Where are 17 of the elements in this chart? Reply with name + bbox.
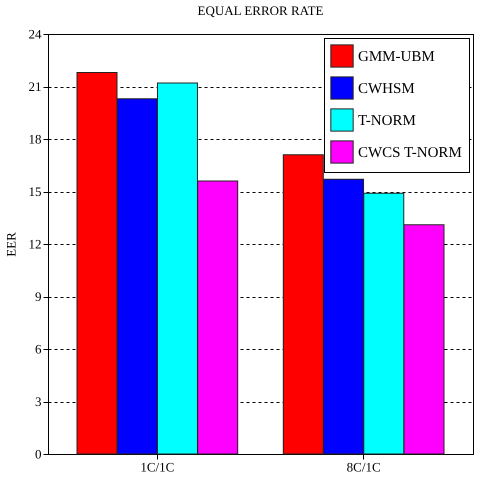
y-tick-label: 15 (28, 184, 42, 199)
y-tick-label: 21 (28, 79, 42, 94)
legend-label: T-NORM (358, 113, 416, 129)
x-tick-label: 1C/1C (140, 460, 174, 474)
legend-label: GMM-UBM (358, 49, 435, 65)
x-tick-label: 8C/1C (346, 460, 381, 474)
legend-label: CWCS T-NORM (358, 145, 462, 161)
y-tick-label: 6 (35, 342, 42, 356)
y-tick-label: 12 (28, 236, 42, 252)
y-tick-label: 9 (35, 289, 42, 304)
y-tick-label: 24 (28, 26, 42, 42)
chart-title: EQUAL ERROR RATE (198, 3, 324, 18)
y-tick-label: 0 (35, 446, 42, 462)
y-tick-label: 18 (28, 132, 42, 146)
legend-label: CWHSM (358, 81, 415, 97)
y-axis-title: EER (4, 232, 18, 257)
y-tick-label: 3 (35, 394, 42, 409)
